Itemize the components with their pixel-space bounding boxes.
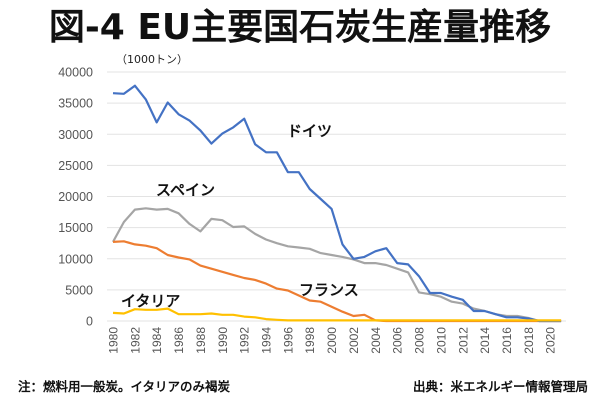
series-lines	[112, 84, 562, 323]
x-tick-label: 1980	[107, 327, 121, 354]
x-tick-label: 2012	[456, 327, 470, 354]
x-tick-label: 1982	[128, 327, 142, 354]
series-labels: ドイツ スペイン フランス イタリア	[121, 122, 359, 310]
chart-title: 図-4 EU主要国石炭生産量推移	[48, 7, 552, 48]
x-axis-ticks: 1980 1982 1984 1986 1988 1990 1992 1994 1996 1998…	[107, 327, 558, 354]
x-tick-label: 1992	[238, 327, 252, 354]
y-tick-label: 35000	[58, 97, 93, 111]
y-tick-label: 20000	[58, 190, 93, 204]
series-label-germany: ドイツ	[287, 122, 332, 140]
x-tick-label: 2000	[325, 327, 339, 354]
y-axis-ticks: 0 5000 10000 15000 20000 25000 30000 35000 40000	[58, 66, 93, 329]
x-tick-label: 2002	[347, 327, 361, 354]
series-label-italy: イタリア	[121, 292, 180, 310]
y-tick-label: 5000	[65, 283, 93, 297]
y-tick-label: 25000	[58, 159, 93, 173]
series-label-france: フランス	[299, 281, 359, 299]
x-tick-label: 1998	[303, 327, 317, 354]
y-tick-label: 30000	[58, 128, 93, 142]
x-tick-label: 1994	[260, 327, 274, 354]
series-line-germany	[112, 84, 562, 323]
x-tick-label: 2010	[434, 327, 448, 354]
y-tick-label: 15000	[58, 221, 93, 235]
source-credit: 出典：米エネルギー情報管理局	[412, 379, 588, 394]
y-tick-label: 10000	[58, 252, 93, 266]
x-tick-label: 2016	[500, 327, 514, 354]
x-tick-label: 2018	[522, 327, 536, 354]
footnote: 注：燃料用一般炭。イタリアのみ褐炭	[18, 379, 231, 394]
x-tick-label: 2004	[369, 327, 383, 354]
x-tick-label: 2020	[544, 327, 558, 354]
y-tick-label: 40000	[58, 66, 93, 80]
series-label-spain: スペイン	[156, 181, 215, 199]
x-tick-label: 1986	[172, 327, 186, 354]
x-tick-label: 2008	[413, 327, 427, 354]
x-tick-label: 1988	[194, 327, 208, 354]
series-line-italy	[112, 307, 562, 322]
y-tick-label: 0	[86, 315, 93, 329]
x-tick-label: 1990	[216, 327, 230, 354]
y-axis-unit-label: （1000トン）	[116, 53, 188, 66]
x-tick-label: 2014	[478, 327, 492, 354]
x-tick-label: 1984	[150, 327, 164, 354]
x-tick-label: 2006	[391, 327, 405, 354]
x-tick-label: 1996	[281, 327, 295, 354]
